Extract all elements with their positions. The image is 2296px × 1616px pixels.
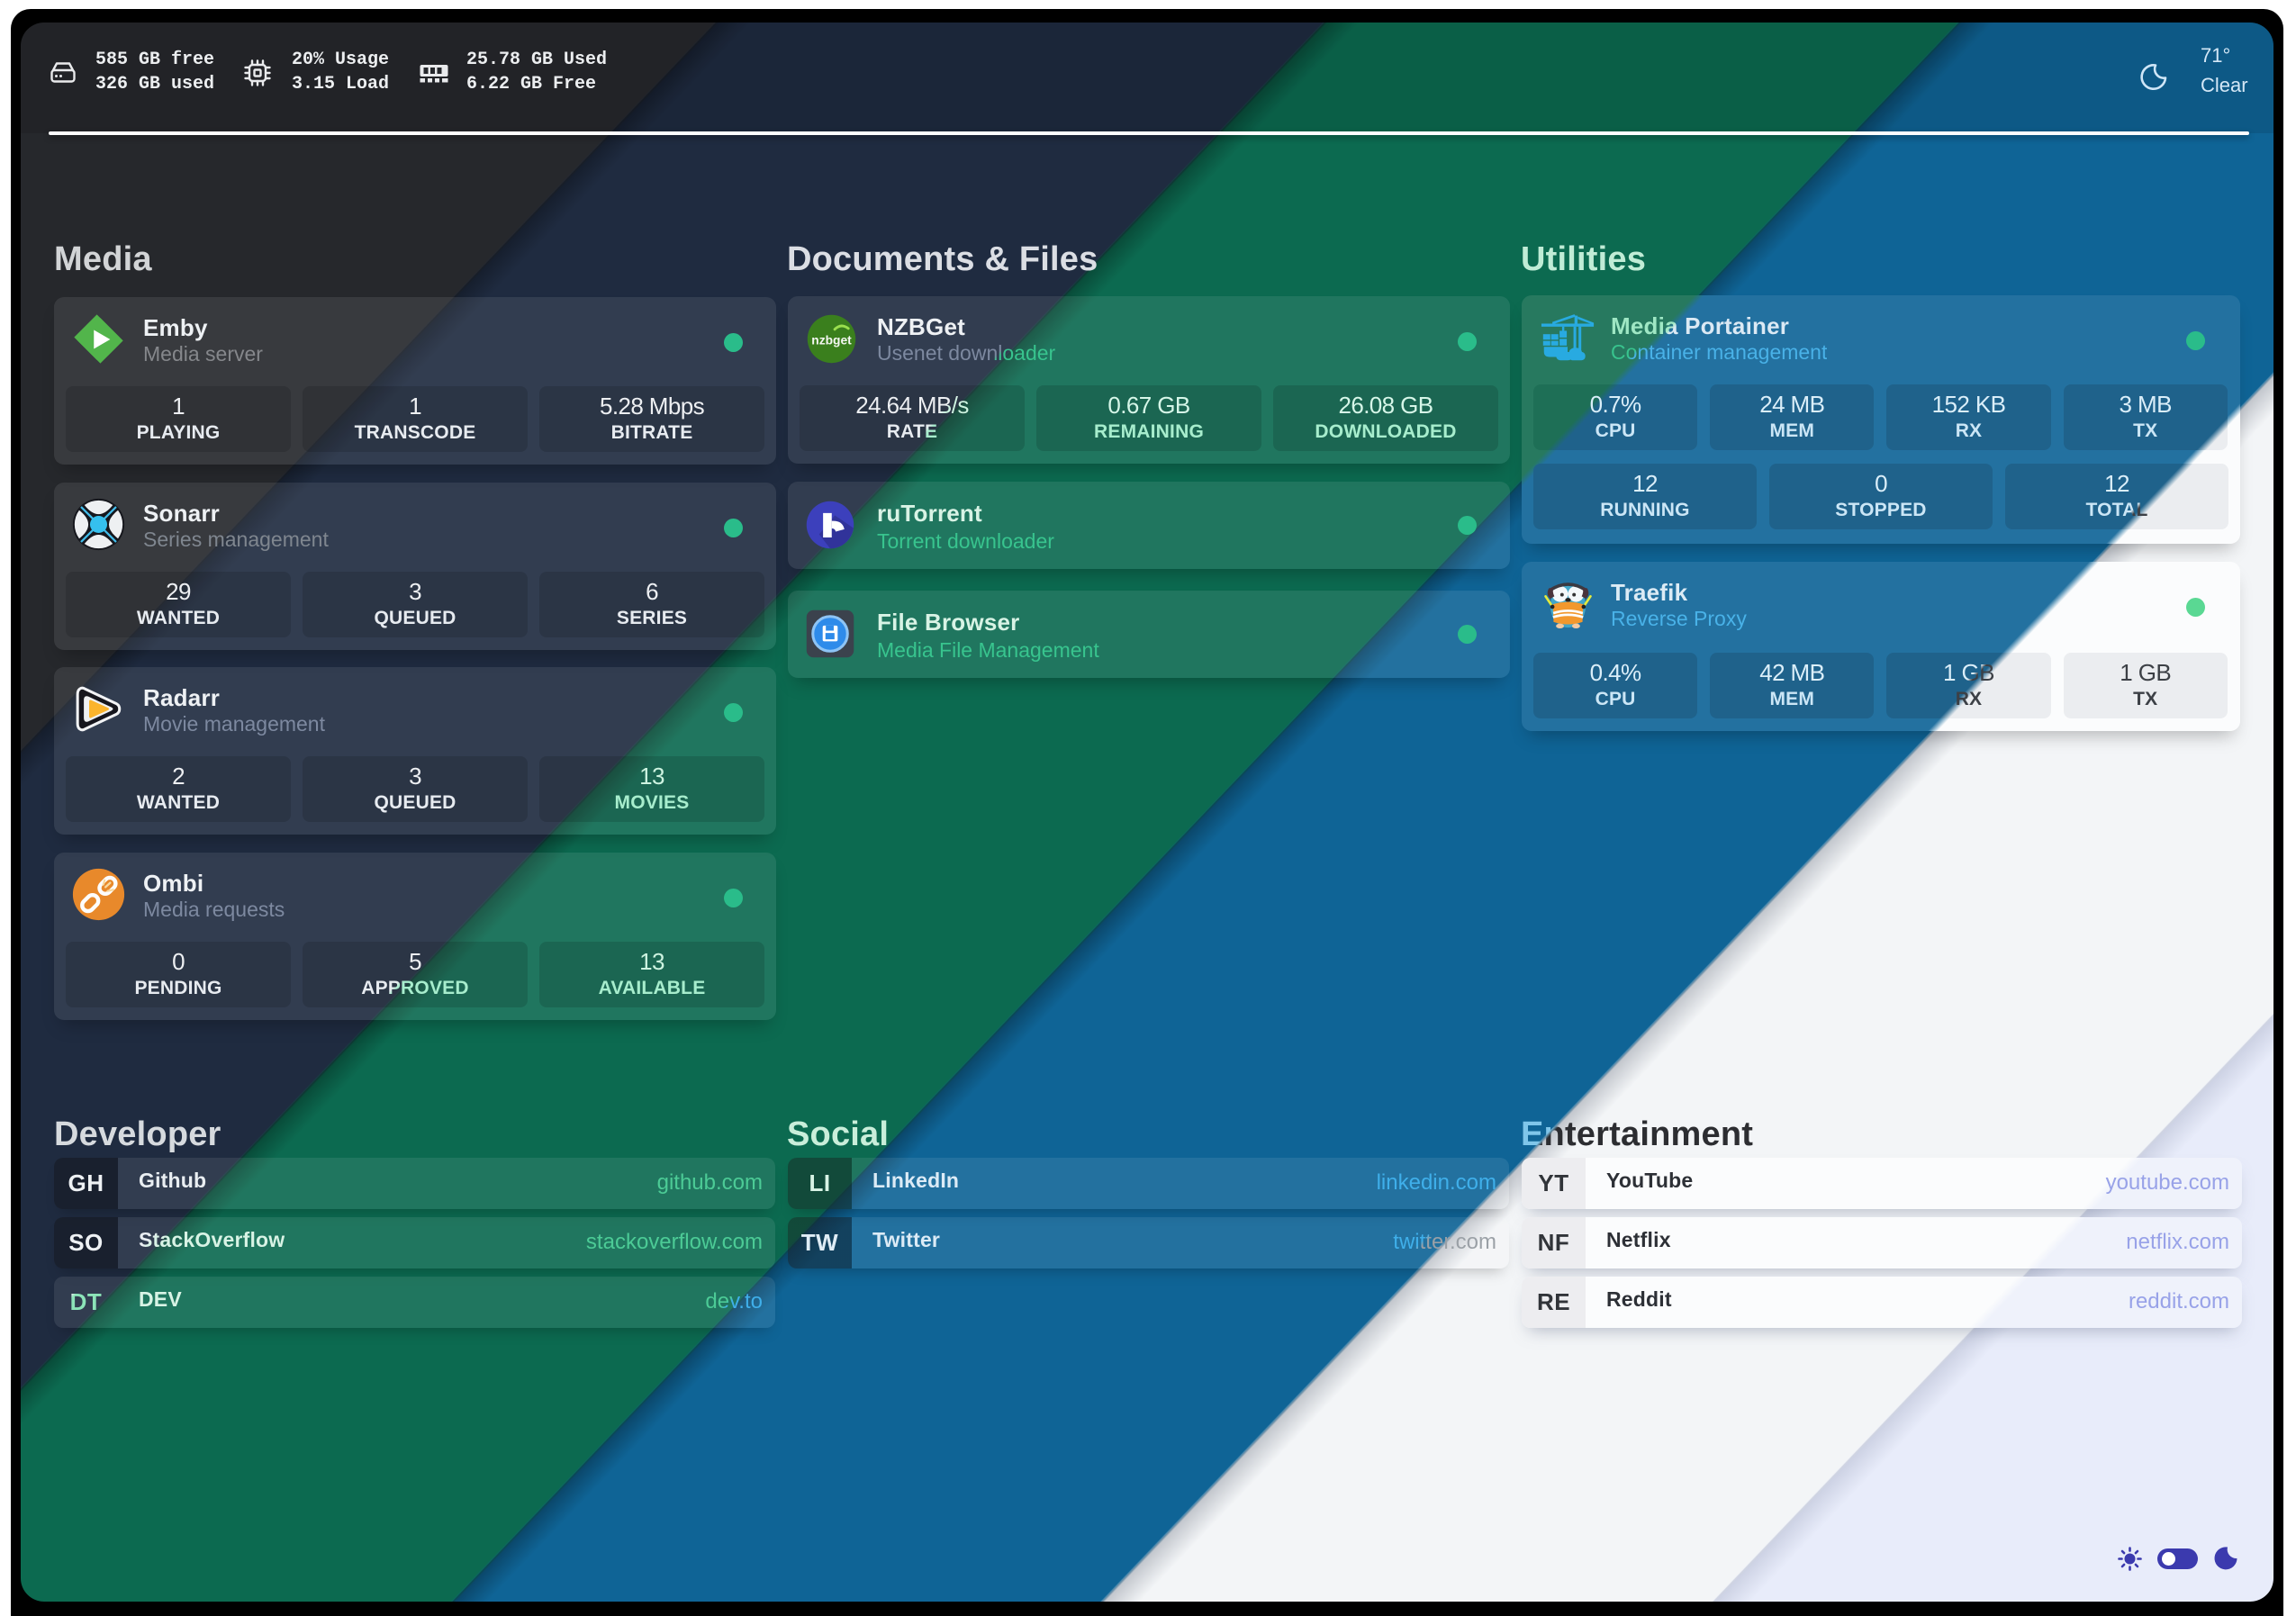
svg-text:nzbget: nzbget [811,333,852,347]
